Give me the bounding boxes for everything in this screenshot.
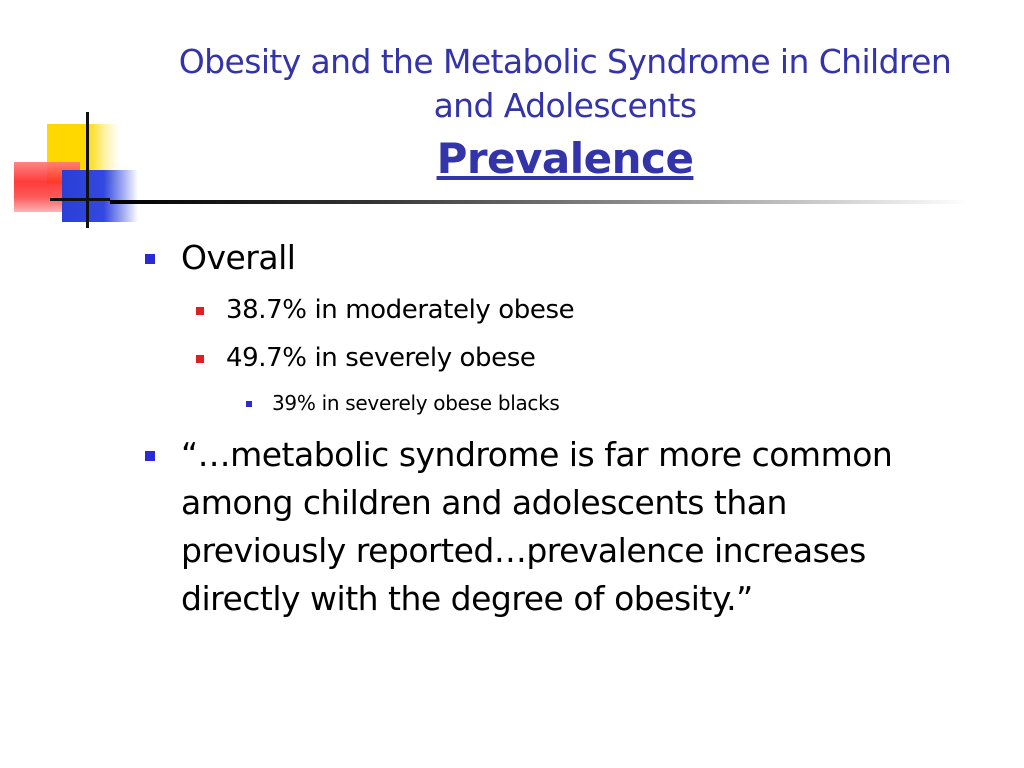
quote-line-2: among children and adolescents than: [181, 483, 787, 522]
bullet-square-icon: [246, 401, 252, 407]
slide-title: Obesity and the Metabolic Syndrome in Ch…: [130, 40, 1000, 184]
title-divider: [110, 200, 970, 204]
bullet-square-icon: [145, 451, 155, 461]
bullet-quote: “…metabolic syndrome is far more common …: [145, 431, 893, 623]
bullet-text: 38.7% in moderately obese: [226, 295, 575, 325]
bullet-overall: Overall: [145, 234, 296, 282]
logo-horizontal-line: [50, 198, 110, 201]
bullet-text: 39% in severely obese blacks: [272, 391, 560, 415]
bullet-text: Overall: [181, 238, 296, 277]
quote-line-3: previously reported…prevalence increases: [181, 531, 866, 570]
bullet-square-icon: [196, 355, 204, 363]
bullet-moderately-obese: 38.7% in moderately obese: [196, 292, 575, 328]
slide-subtitle: Prevalence: [436, 134, 694, 183]
title-line-1: Obesity and the Metabolic Syndrome in Ch…: [178, 42, 952, 81]
bullet-severely-obese: 49.7% in severely obese: [196, 340, 536, 376]
bullet-text: 49.7% in severely obese: [226, 343, 536, 373]
logo-blue-square: [62, 170, 138, 222]
quote-line-4: directly with the degree of obesity.”: [181, 579, 753, 618]
logo-graphic: [0, 0, 150, 240]
title-line-2: and Adolescents: [433, 86, 697, 125]
bullet-square-icon: [145, 254, 155, 264]
logo-vertical-line: [86, 112, 89, 228]
bullet-square-icon: [196, 307, 204, 315]
bullet-severely-obese-blacks: 39% in severely obese blacks: [246, 389, 560, 417]
quote-line-1: “…metabolic syndrome is far more common: [181, 435, 893, 474]
